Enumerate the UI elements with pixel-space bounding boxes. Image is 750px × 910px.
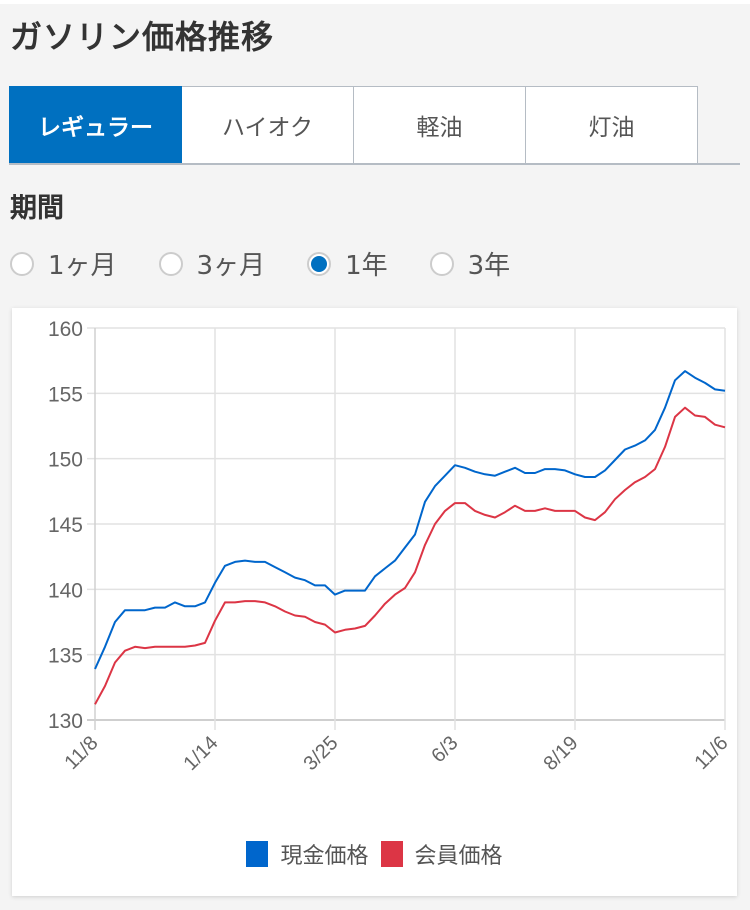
price-line-chart: 130 135 140 145 150 155 160 11/8 1/14 3/25 6/3 8/19…	[48, 318, 733, 775]
y-tick-label: 130	[48, 710, 83, 733]
y-tick-label: 160	[48, 318, 83, 341]
radio-button[interactable]	[429, 251, 454, 276]
top-divider	[0, 0, 750, 4]
radio-label: 1ヶ月	[48, 251, 117, 281]
fuel-type-tabs: レギュラー ハイオク 軽油 灯油	[9, 86, 698, 164]
legend-item-cash[interactable]: 現金価格	[246, 838, 369, 870]
series-line	[94, 406, 726, 705]
tab-underline	[9, 163, 740, 165]
legend-swatch-cash	[246, 841, 269, 867]
radio-label: 3年	[467, 251, 511, 281]
x-tick-label: 11/8	[60, 732, 102, 774]
period-option-1month[interactable]: 1ヶ月	[10, 245, 117, 282]
y-tick-label: 140	[48, 579, 83, 602]
chart-legend: 現金価格 会員価格	[12, 838, 737, 870]
y-tick-label: 135	[48, 645, 83, 668]
legend-label: 会員価格	[414, 844, 503, 869]
legend-label: 現金価格	[280, 844, 369, 869]
radio-button[interactable]	[158, 251, 183, 276]
tab-diesel[interactable]: 軽油	[354, 86, 526, 164]
radio-label: 3ヶ月	[196, 251, 266, 281]
legend-swatch-member	[380, 841, 403, 867]
tab-label: レギュラー	[38, 115, 153, 141]
x-tick-label: 11/6	[690, 732, 732, 774]
x-tick-label: 6/3	[427, 732, 462, 767]
period-option-1year[interactable]: 1年	[307, 245, 388, 282]
period-option-3months[interactable]: 3ヶ月	[158, 245, 266, 282]
x-tick-label: 8/19	[539, 732, 582, 775]
chart-card: 130 135 140 145 150 155 160 11/8 1/14 3/25 6/3 8/19…	[12, 308, 737, 896]
radio-button[interactable]	[307, 251, 332, 276]
legend-item-member[interactable]: 会員価格	[380, 838, 503, 870]
series-line	[94, 370, 726, 670]
radio-label: 1年	[345, 251, 388, 281]
tab-label: 灯油	[588, 115, 635, 141]
period-radio-group: 1ヶ月 3ヶ月 1年 3年	[10, 245, 552, 282]
tab-kerosene[interactable]: 灯油	[526, 86, 698, 164]
tab-label: 軽油	[416, 115, 463, 141]
period-option-3years[interactable]: 3年	[429, 245, 511, 282]
radio-button[interactable]	[10, 251, 34, 276]
tab-high-octane[interactable]: ハイオク	[182, 86, 354, 164]
tab-label: ハイオク	[221, 115, 314, 141]
y-tick-label: 145	[48, 514, 83, 537]
tab-regular[interactable]: レギュラー	[9, 86, 182, 164]
page-title: ガソリン価格推移	[10, 18, 275, 56]
y-tick-label: 155	[48, 383, 83, 406]
x-tick-label: 1/14	[179, 732, 222, 775]
period-heading: 期間	[10, 193, 64, 224]
x-tick-label: 3/25	[299, 732, 342, 775]
y-tick-label: 150	[48, 449, 83, 472]
